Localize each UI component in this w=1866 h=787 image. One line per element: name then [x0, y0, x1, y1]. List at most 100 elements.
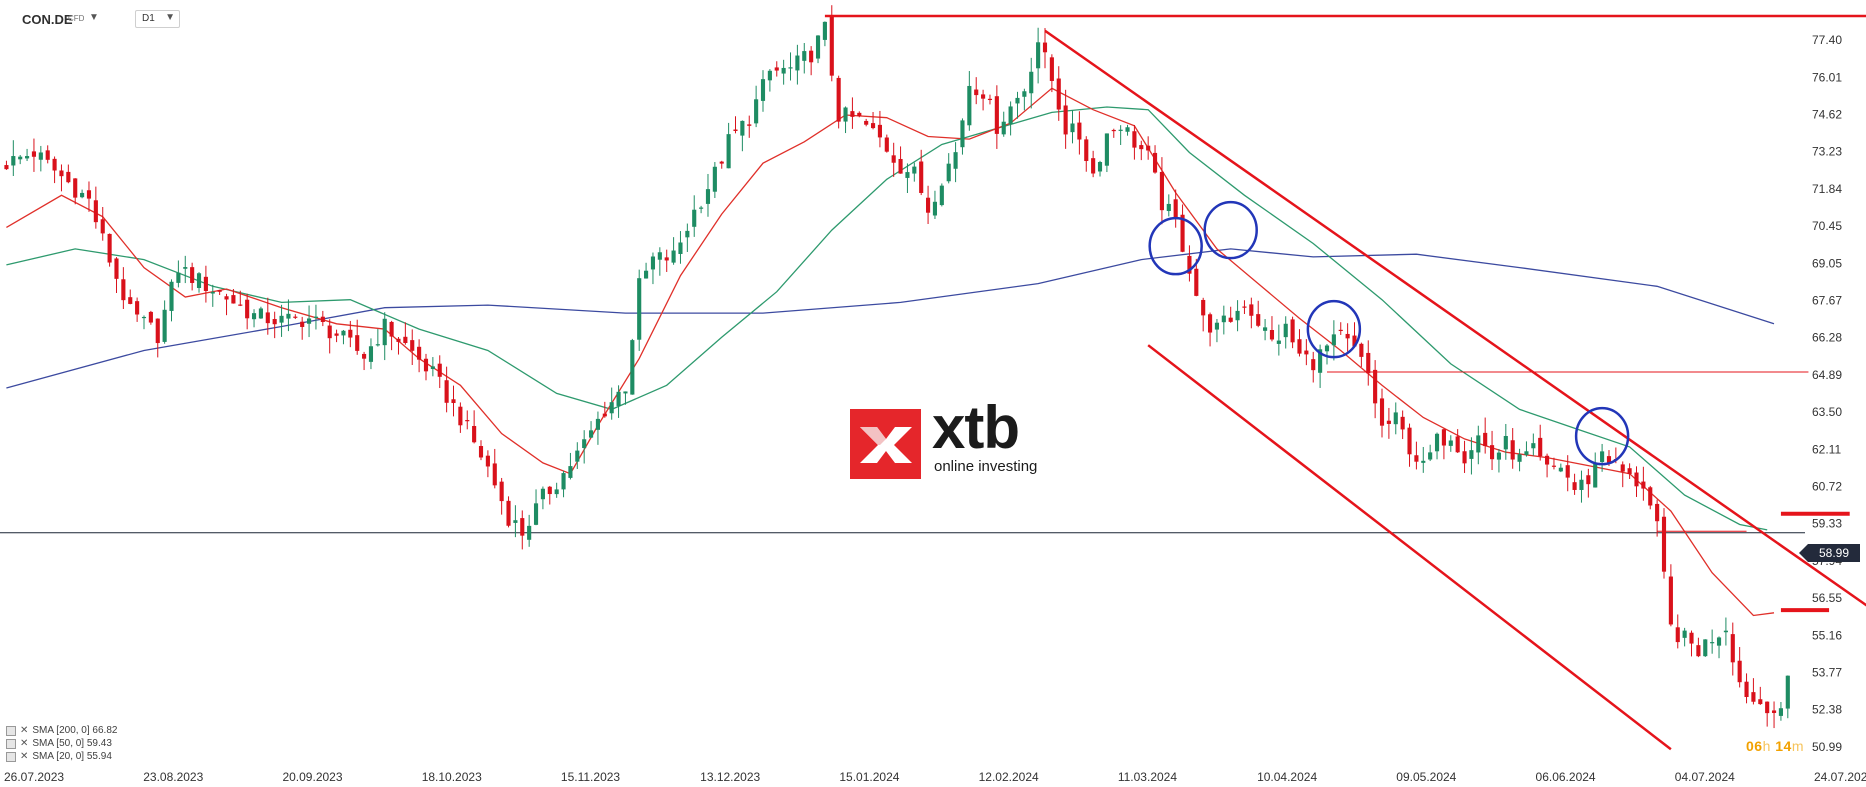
close-icon[interactable]: ✕ [20, 738, 29, 749]
candle [93, 186, 98, 229]
legend-item-sma50[interactable]: ✕ SMA [50, 0] 59.43 [6, 737, 117, 750]
candle-body [444, 380, 449, 403]
candle-body [93, 200, 98, 223]
candle [465, 410, 470, 430]
candle-body [809, 50, 814, 63]
channel-lower-line [1147, 344, 1672, 751]
candle-body [258, 308, 263, 319]
candle-body [121, 279, 126, 301]
candle [1634, 466, 1639, 497]
sma50-path [6, 106, 1768, 531]
candle-body [73, 178, 78, 198]
legend-item-sma200[interactable]: ✕ SMA [200, 0] 66.82 [6, 724, 117, 737]
candle [355, 319, 360, 355]
settings-square-icon[interactable] [6, 725, 16, 736]
candle [836, 75, 841, 129]
candle [1139, 140, 1144, 161]
highlight-circle-4 [1574, 406, 1630, 466]
legend-item-sma20[interactable]: ✕ SMA [20, 0] 55.94 [6, 750, 117, 763]
close-icon[interactable]: ✕ [20, 751, 29, 762]
candle [1345, 323, 1350, 352]
settings-square-icon[interactable] [6, 738, 16, 749]
settings-square-icon[interactable] [6, 751, 16, 762]
candle-body [1056, 78, 1061, 110]
candle [472, 410, 477, 444]
candle-body [1338, 329, 1343, 332]
candle-body [1606, 456, 1612, 463]
candle [203, 265, 208, 303]
symbol-name[interactable]: CON.DE [22, 12, 73, 27]
candle [1675, 614, 1680, 649]
candle [155, 318, 160, 358]
candle-body [781, 67, 786, 74]
candle [52, 156, 57, 184]
candle-body [1345, 333, 1350, 339]
candle [334, 329, 339, 343]
candle [864, 118, 869, 127]
candle-body [850, 111, 855, 117]
candle [389, 320, 394, 351]
candle [31, 138, 37, 172]
candle [485, 450, 490, 478]
candle [1097, 160, 1103, 177]
candle [217, 289, 222, 295]
candle [1661, 508, 1667, 579]
candle-body [18, 156, 23, 160]
candle [919, 149, 924, 196]
candle [1771, 701, 1777, 729]
candle [1063, 89, 1068, 149]
candle-body [45, 150, 50, 160]
candle [1441, 428, 1446, 460]
candle [1407, 423, 1412, 467]
candle-body [815, 35, 821, 59]
candle [320, 310, 325, 327]
candle-body [802, 51, 807, 61]
candle-body [795, 55, 800, 71]
candle [231, 288, 236, 304]
candle [912, 162, 917, 182]
candle [884, 134, 889, 153]
candle [245, 293, 250, 330]
candle [1689, 630, 1694, 657]
sma20-path [6, 87, 1775, 617]
close-icon[interactable]: ✕ [20, 725, 29, 736]
candle-body [657, 252, 662, 260]
candle [809, 46, 814, 76]
candle-body [1758, 699, 1763, 705]
candle [1572, 473, 1577, 495]
x-tick-label: 18.10.2023 [422, 770, 482, 784]
candle-body [1730, 634, 1735, 663]
legend-label: SMA [50, 0] 59.43 [32, 738, 112, 749]
highlight-circle-3 [1306, 299, 1362, 359]
candle [492, 448, 497, 489]
candle [1111, 128, 1116, 138]
timer-hours-unit: h [1762, 738, 1771, 754]
candle [1483, 417, 1488, 454]
timeframe-select[interactable]: D1 ▼ [135, 10, 180, 28]
candle-body [141, 316, 147, 319]
candle-body [1139, 145, 1144, 150]
candle [506, 496, 511, 528]
candle-body [382, 318, 387, 346]
candle-body [1778, 708, 1783, 716]
candle [678, 231, 683, 264]
candle [533, 489, 539, 526]
candle-body [1771, 710, 1777, 713]
candle [1716, 636, 1722, 659]
candle-body [224, 296, 229, 300]
candle [699, 205, 704, 214]
candle-body [1586, 475, 1591, 485]
candle-body [1297, 339, 1302, 354]
candle [341, 329, 346, 345]
candle [1338, 322, 1343, 335]
candle-body [300, 321, 305, 327]
candle-body [568, 466, 573, 478]
candle [1696, 637, 1701, 658]
candle-body [59, 170, 64, 177]
candle [382, 312, 387, 361]
candle-body [1696, 645, 1701, 657]
chevron-down-icon[interactable]: ▼ [89, 12, 99, 23]
y-tick-label: 77.40 [1812, 33, 1842, 47]
candle-body [1455, 436, 1460, 453]
